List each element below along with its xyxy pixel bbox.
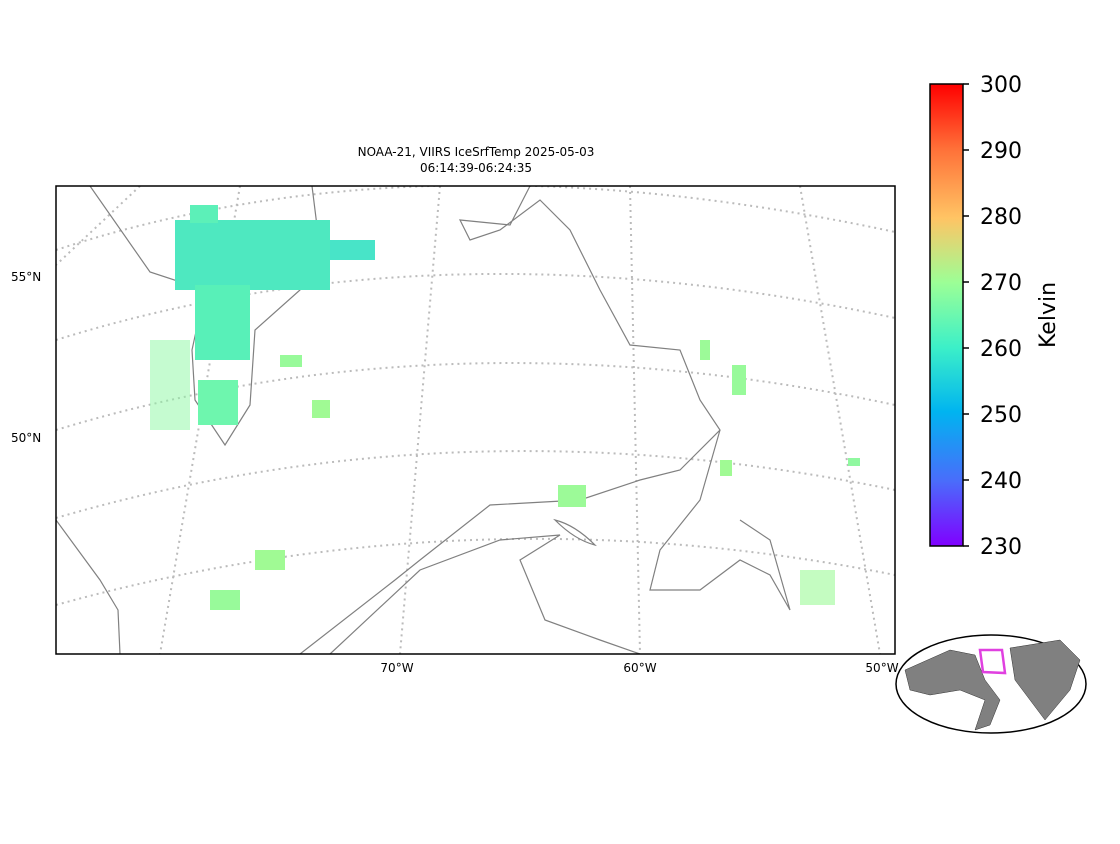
lon-label: 70°W (380, 661, 413, 675)
colorbar-tick-label: 260 (980, 337, 1022, 362)
colorbar-gradient (929, 83, 964, 547)
map-area (56, 186, 895, 654)
lat-label: 55°N (11, 270, 41, 284)
inset-globe (895, 634, 1087, 734)
map-frame (55, 185, 896, 655)
colorbar-tick-label: 270 (980, 271, 1022, 296)
lat-label: 50°N (11, 431, 41, 445)
lon-label: 50°W (865, 661, 898, 675)
colorbar-tick-label: 250 (980, 403, 1022, 428)
colorbar: Kelvin 230 240 250 260 270 280 290 300 (929, 73, 1061, 560)
colorbar-tick-label: 290 (980, 139, 1022, 164)
title-line: 06:14:39-06:24:35 (420, 161, 532, 175)
title-line: NOAA-21, VIIRS IceSrfTemp 2025-05-03 (358, 145, 595, 159)
colorbar-tick-label: 280 (980, 205, 1022, 230)
lon-label: 60°W (623, 661, 656, 675)
colorbar-tick-label: 230 (980, 535, 1022, 560)
colorbar-tick-label: 240 (980, 469, 1022, 494)
data-pixels (150, 205, 860, 610)
colorbar-tick-label: 300 (980, 73, 1022, 98)
colorbar-label: Kelvin (1036, 282, 1061, 348)
